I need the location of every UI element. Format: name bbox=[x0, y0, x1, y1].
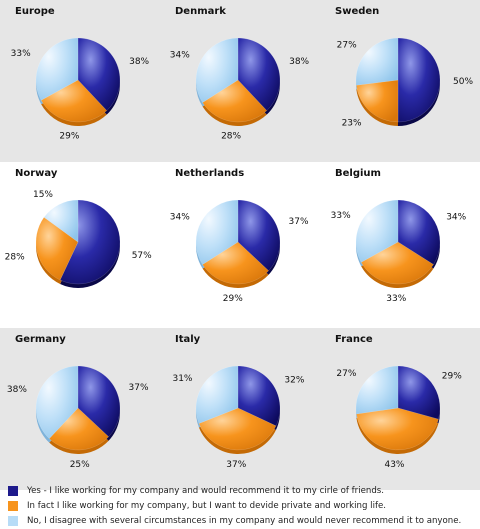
legend-swatch-in-fact bbox=[8, 501, 18, 511]
legend-label-yes: Yes - I like working for my company and … bbox=[27, 486, 384, 496]
pie-value-label-in-fact: 43% bbox=[384, 460, 404, 470]
pie-slice-no bbox=[195, 199, 239, 265]
pie-slice-in-fact bbox=[198, 407, 277, 451]
pie-slice-yes bbox=[237, 37, 281, 111]
pie-title: France bbox=[335, 334, 373, 345]
pie-value-label-yes: 29% bbox=[442, 372, 462, 382]
pie-panel-europe: Europe 38% 29% 33% bbox=[11, 6, 150, 141]
pie-value-label-in-fact: 25% bbox=[70, 460, 90, 470]
pie-slice-in-fact bbox=[202, 79, 268, 123]
pie-slice-in-fact bbox=[360, 241, 434, 285]
pie-slice-yes bbox=[77, 37, 121, 111]
legend-item-yes: Yes - I like working for my company and … bbox=[8, 484, 476, 498]
pie-value-label-in-fact: 29% bbox=[223, 294, 243, 304]
pie-slice-in-fact bbox=[202, 241, 269, 285]
legend: Yes - I like working for my company and … bbox=[8, 484, 476, 529]
pie-panel-netherlands: Netherlands 37% 29% 34% bbox=[170, 168, 309, 304]
legend-label-in-fact: In fact I like working for my company, b… bbox=[27, 501, 386, 511]
pie-title: Germany bbox=[15, 334, 66, 345]
pie-value-label-no: 33% bbox=[331, 211, 351, 221]
pie-title: Italy bbox=[175, 334, 201, 345]
pie-value-label-no: 38% bbox=[7, 385, 27, 395]
pie-title: Denmark bbox=[175, 6, 226, 17]
pie-slice-yes bbox=[237, 199, 281, 272]
pie-slice-yes bbox=[397, 199, 441, 265]
pie-panel-france: France 29% 43% 27% bbox=[335, 334, 462, 470]
pie-slice-no bbox=[355, 199, 399, 263]
pie-value-label-yes: 37% bbox=[289, 217, 309, 227]
pie-value-label-no: 27% bbox=[337, 41, 357, 51]
pie-slice-no bbox=[195, 365, 239, 424]
pie-panel-norway: Norway 57% 28% 15% bbox=[5, 168, 152, 288]
legend-item-no: No, I disagree with several circumstance… bbox=[8, 514, 476, 528]
pie-title: Norway bbox=[15, 168, 58, 179]
pie-panel-germany: Germany 37% 25% 38% bbox=[7, 334, 149, 470]
pie-slice-in-fact bbox=[356, 407, 439, 451]
pie-value-label-yes: 57% bbox=[132, 251, 152, 261]
pie-slice-in-fact bbox=[40, 79, 108, 123]
pie-value-label-in-fact: 28% bbox=[5, 253, 25, 263]
pie-title: Netherlands bbox=[175, 168, 244, 179]
pie-panel-belgium: Belgium 34% 33% 33% bbox=[331, 168, 467, 304]
legend-label-no: No, I disagree with several circumstance… bbox=[27, 516, 462, 526]
pie-value-label-in-fact: 23% bbox=[342, 118, 362, 128]
pie-value-label-yes: 50% bbox=[453, 77, 473, 87]
pie-slice-no bbox=[195, 37, 239, 103]
pie-slice-no bbox=[355, 37, 399, 86]
pie-value-label-yes: 32% bbox=[284, 376, 304, 386]
pie-title: Belgium bbox=[335, 168, 381, 179]
pie-title: Sweden bbox=[335, 6, 379, 17]
pie-slice-yes bbox=[77, 365, 121, 438]
pie-panel-denmark: Denmark 38% 28% 34% bbox=[170, 6, 310, 142]
pie-value-label-in-fact: 29% bbox=[59, 131, 79, 141]
pie-slice-no bbox=[43, 199, 79, 243]
pie-value-label-in-fact: 37% bbox=[226, 460, 246, 470]
pie-value-label-no: 27% bbox=[336, 369, 356, 379]
pie-slice-no bbox=[355, 365, 399, 415]
pie-value-label-yes: 34% bbox=[446, 213, 466, 223]
pie-panel-italy: Italy 32% 37% 31% bbox=[172, 334, 304, 470]
pie-slice-yes bbox=[397, 37, 441, 123]
pie-value-label-no: 33% bbox=[11, 49, 31, 59]
pie-value-label-yes: 38% bbox=[129, 57, 149, 67]
legend-item-in-fact: In fact I like working for my company, b… bbox=[8, 499, 476, 513]
pie-panel-sweden: Sweden 50% 23% 27% bbox=[335, 6, 473, 128]
pie-value-label-yes: 38% bbox=[289, 57, 309, 67]
pie-value-label-no: 31% bbox=[172, 374, 192, 384]
pie-slice-no bbox=[35, 365, 79, 439]
pie-slice-yes bbox=[59, 199, 121, 285]
pie-slice-in-fact bbox=[48, 407, 109, 451]
pie-slice-no bbox=[35, 37, 79, 101]
pie-value-label-no: 34% bbox=[170, 51, 190, 61]
legend-swatch-yes bbox=[8, 486, 18, 496]
pie-value-label-no: 34% bbox=[170, 213, 190, 223]
pie-title: Europe bbox=[15, 6, 55, 17]
pie-value-label-no: 15% bbox=[33, 190, 53, 200]
pie-value-label-yes: 37% bbox=[129, 383, 149, 393]
pie-slice-in-fact bbox=[35, 216, 79, 281]
pie-slice-yes bbox=[397, 365, 441, 420]
legend-swatch-no bbox=[8, 516, 18, 526]
pie-slice-in-fact bbox=[356, 79, 399, 123]
pie-value-label-in-fact: 33% bbox=[386, 294, 406, 304]
pie-slice-yes bbox=[237, 365, 281, 427]
pie-value-label-in-fact: 28% bbox=[221, 132, 241, 142]
